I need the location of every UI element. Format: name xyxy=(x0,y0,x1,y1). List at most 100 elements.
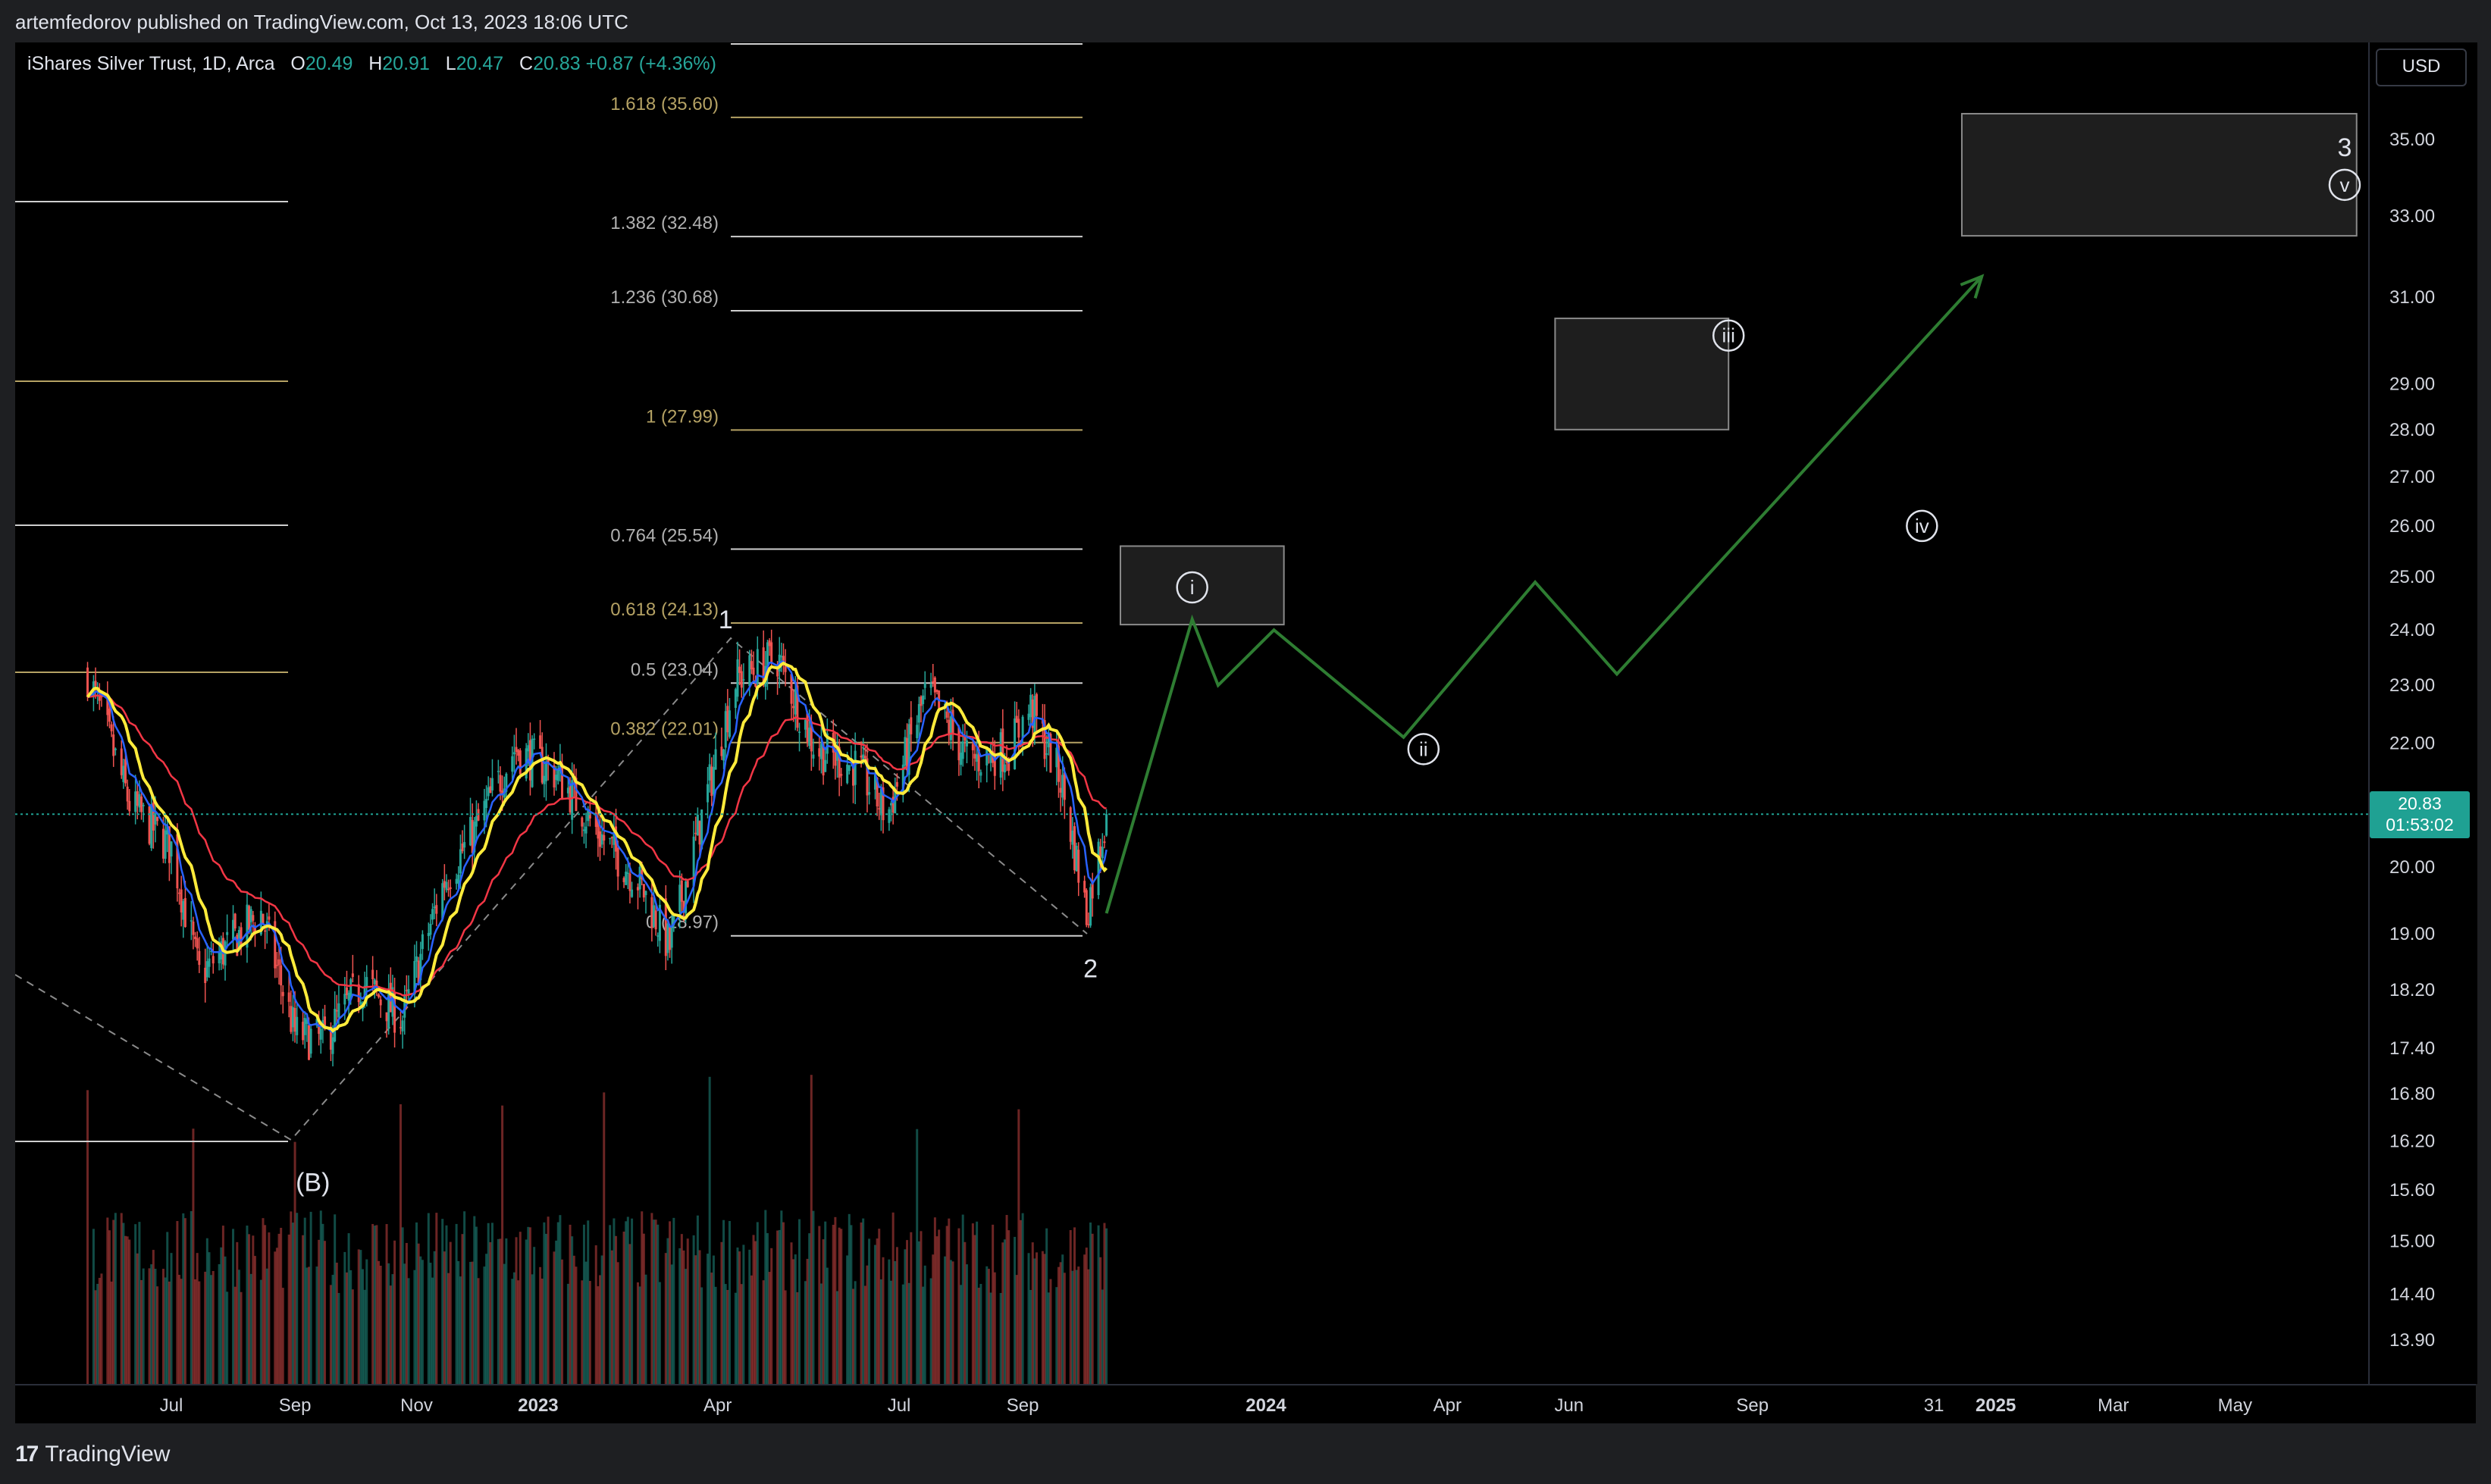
candle-body xyxy=(907,724,910,775)
volume-bar xyxy=(405,1243,408,1384)
candle-body xyxy=(373,979,376,985)
candle-body xyxy=(459,849,462,874)
volume-bar xyxy=(894,1260,897,1384)
candle-body xyxy=(792,706,795,709)
candle-body xyxy=(233,913,237,929)
candle-body xyxy=(469,817,472,846)
volume-bar xyxy=(445,1225,448,1384)
volume-bar xyxy=(965,1264,968,1384)
volume-bar xyxy=(220,1247,223,1384)
candle-body xyxy=(1033,696,1036,734)
candle-body xyxy=(318,1026,321,1035)
volume-bar xyxy=(237,1270,240,1384)
candle-body xyxy=(1049,734,1052,773)
candle-body xyxy=(249,909,252,922)
volume-bar xyxy=(572,1255,575,1384)
volume-bar xyxy=(710,1273,713,1384)
price-chart[interactable]: 1.618 (35.60) 1.382 (32.48) 1.236 (30.68) 1… xyxy=(15,42,2368,1384)
volume-bar xyxy=(399,1104,402,1384)
time-tick-label: Mar xyxy=(2098,1395,2129,1416)
volume-bar xyxy=(992,1224,995,1384)
volume-bar xyxy=(359,1250,362,1384)
symbol-name: iShares Silver Trust, 1D, Arca xyxy=(27,53,275,74)
candle-body xyxy=(94,681,97,687)
wave-label-(B): (B) xyxy=(296,1168,330,1197)
volume-bar xyxy=(511,1279,514,1384)
tradingview-mark-icon: 17 xyxy=(15,1442,39,1467)
volume-bar xyxy=(948,1218,951,1384)
candle-body xyxy=(848,765,851,772)
candle-body xyxy=(678,884,682,913)
candle-body xyxy=(710,766,713,797)
volume-bar xyxy=(569,1224,572,1384)
candle-body xyxy=(609,837,612,840)
candle-body xyxy=(98,696,101,701)
candle-body xyxy=(176,834,179,889)
chart-area[interactable]: 1.618 (35.60) 1.382 (32.48) 1.236 (30.68) 1… xyxy=(15,42,2368,1384)
price-tick-label: 26.00 xyxy=(2389,516,2435,537)
candle-body xyxy=(840,774,843,776)
candle-body xyxy=(140,796,143,812)
candle-body xyxy=(379,999,382,1006)
volume-bar xyxy=(277,1233,280,1384)
candle-body xyxy=(566,787,569,794)
volume-bar xyxy=(698,1250,701,1384)
volume-bar xyxy=(863,1285,866,1384)
candle-body xyxy=(584,826,588,834)
candle-body xyxy=(1087,924,1090,925)
candle-body xyxy=(307,1025,310,1060)
volume-bar xyxy=(236,1241,239,1384)
candle-body xyxy=(724,711,727,748)
currency-button[interactable]: USD xyxy=(2376,49,2467,86)
candle-body xyxy=(106,693,109,715)
volume-bar xyxy=(345,1272,348,1384)
open-label: O xyxy=(290,53,306,74)
volume-bar xyxy=(182,1213,185,1384)
volume-bars xyxy=(86,1075,1108,1384)
volume-bar xyxy=(933,1217,936,1384)
candle-body xyxy=(878,808,881,809)
candle-body xyxy=(920,697,923,706)
volume-bar xyxy=(224,1256,227,1384)
volume-bar xyxy=(108,1230,111,1384)
volume-bar xyxy=(138,1222,141,1384)
volume-bar xyxy=(776,1230,779,1384)
volume-bar xyxy=(822,1239,825,1384)
volume-bar xyxy=(964,1241,967,1384)
candle-body xyxy=(138,794,141,808)
candle-body xyxy=(964,737,967,741)
candle-body xyxy=(192,921,195,935)
candle-body xyxy=(770,642,773,663)
tradingview-logo[interactable]: 17 TradingView xyxy=(15,1442,170,1467)
volume-bar xyxy=(335,1262,338,1384)
candle-body xyxy=(306,1019,309,1024)
volume-bar xyxy=(796,1291,799,1384)
candle-body xyxy=(264,930,267,932)
candle-body xyxy=(224,941,227,966)
candle-body xyxy=(1101,847,1104,859)
candle-body xyxy=(555,775,558,781)
candle-body xyxy=(210,950,213,952)
volume-bar xyxy=(331,1274,334,1384)
wave-label-iii: iii xyxy=(1722,324,1735,347)
volume-bar xyxy=(281,1288,284,1384)
candle-body xyxy=(1085,890,1088,925)
time-tick-label: 2025 xyxy=(1976,1395,2016,1416)
volume-bar xyxy=(708,1076,711,1384)
price-axis[interactable]: 35.00 33.00 31.00 29.00 28.00 27.00 26.00 25.00… xyxy=(2368,42,2477,1384)
volume-bar xyxy=(375,1225,378,1384)
volume-bar xyxy=(531,1274,534,1384)
volume-bar xyxy=(862,1218,865,1384)
volume-bar xyxy=(594,1245,597,1384)
price-tick-label: 17.40 xyxy=(2389,1038,2435,1059)
candle-body xyxy=(862,754,865,762)
volume-bar xyxy=(610,1250,613,1384)
candle-body xyxy=(166,826,169,835)
candle-body xyxy=(441,883,444,919)
time-axis[interactable]: Jul Sep Nov 2023 Apr Jul Sep 2024 Apr Jun Sep 31 202… xyxy=(15,1384,2476,1425)
candle-body xyxy=(427,932,430,937)
volume-bar xyxy=(1061,1254,1064,1384)
volume-bar xyxy=(96,1283,99,1384)
candle-body xyxy=(890,803,893,806)
symbol-legend[interactable]: iShares Silver Trust, 1D, Arca O20.49 H2… xyxy=(27,53,716,75)
